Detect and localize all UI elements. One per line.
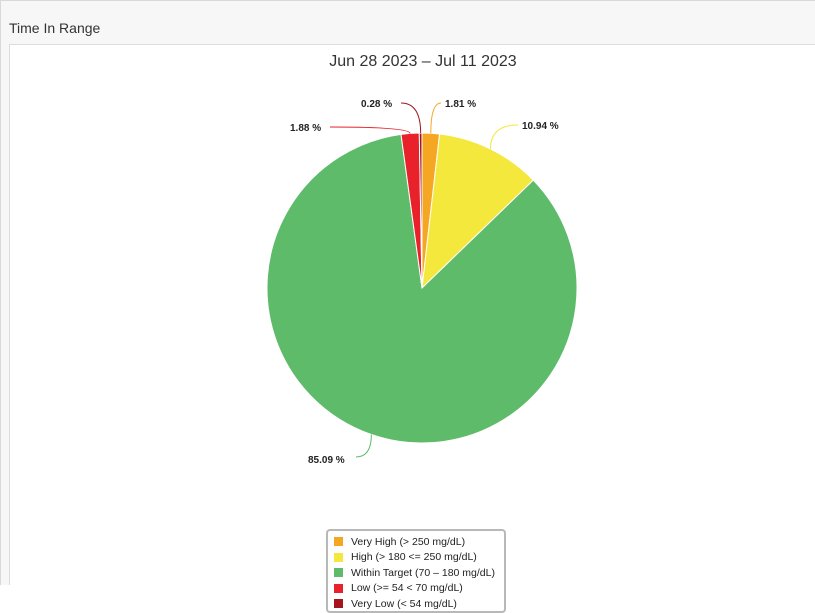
connector-line-very-low	[400, 102, 422, 134]
legend-label: Within Target (70 – 180 mg/dL)	[351, 566, 495, 579]
connector-line-very-high	[430, 102, 442, 134]
legend-item-very-high[interactable]: Very High (> 250 mg/dL)	[334, 534, 498, 550]
data-label-high: 10.94 %	[522, 121, 559, 132]
legend-swatch	[334, 583, 343, 593]
legend-label: Very High (> 250 mg/dL)	[351, 535, 466, 548]
pie-slice-very-low[interactable]	[418, 132, 423, 289]
legend-label: Low (>= 54 < 70 mg/dL)	[351, 582, 463, 595]
legend-label: High (> 180 <= 250 mg/dL)	[351, 551, 477, 564]
connector-line-within-target	[355, 434, 372, 458]
legend-swatch	[334, 552, 343, 562]
legend-item-low[interactable]: Low (>= 54 < 70 mg/dL)	[334, 581, 498, 597]
connector-line-low	[329, 126, 411, 134]
data-label-very-high: 1.81 %	[445, 99, 476, 110]
data-label-within-target: 85.09 %	[308, 455, 345, 466]
chart-title: Jun 28 2023 – Jul 11 2023	[329, 53, 517, 70]
panel-title: Time In Range	[9, 20, 101, 36]
data-label-very-low: 0.28 %	[361, 99, 392, 110]
pie-chart: Jun 28 2023 – Jul 11 2023 1.81 % 10.94 % 8…	[266, 53, 578, 466]
legend-swatch	[334, 568, 343, 578]
chart-area: Jun 28 2023 – Jul 11 2023 1.81 % 10.94 % 8…	[9, 44, 815, 613]
legend-swatch	[334, 599, 343, 609]
legend-item-high[interactable]: High (> 180 <= 250 mg/dL)	[334, 550, 498, 566]
pie-slice-high[interactable]	[421, 133, 535, 290]
connector-line-high	[489, 124, 519, 149]
data-label-low: 1.88 %	[290, 123, 321, 134]
legend-swatch	[334, 537, 343, 547]
legend-item-within-target[interactable]: Within Target (70 – 180 mg/dL)	[334, 565, 498, 581]
chart-legend: Very High (> 250 mg/dL) High (> 180 <= 2…	[326, 529, 506, 613]
pie-slice-within-target[interactable]	[266, 133, 578, 444]
legend-label: Very Low (< 54 mg/dL)	[351, 597, 457, 610]
legend-item-very-low[interactable]: Very Low (< 54 mg/dL)	[334, 596, 498, 612]
